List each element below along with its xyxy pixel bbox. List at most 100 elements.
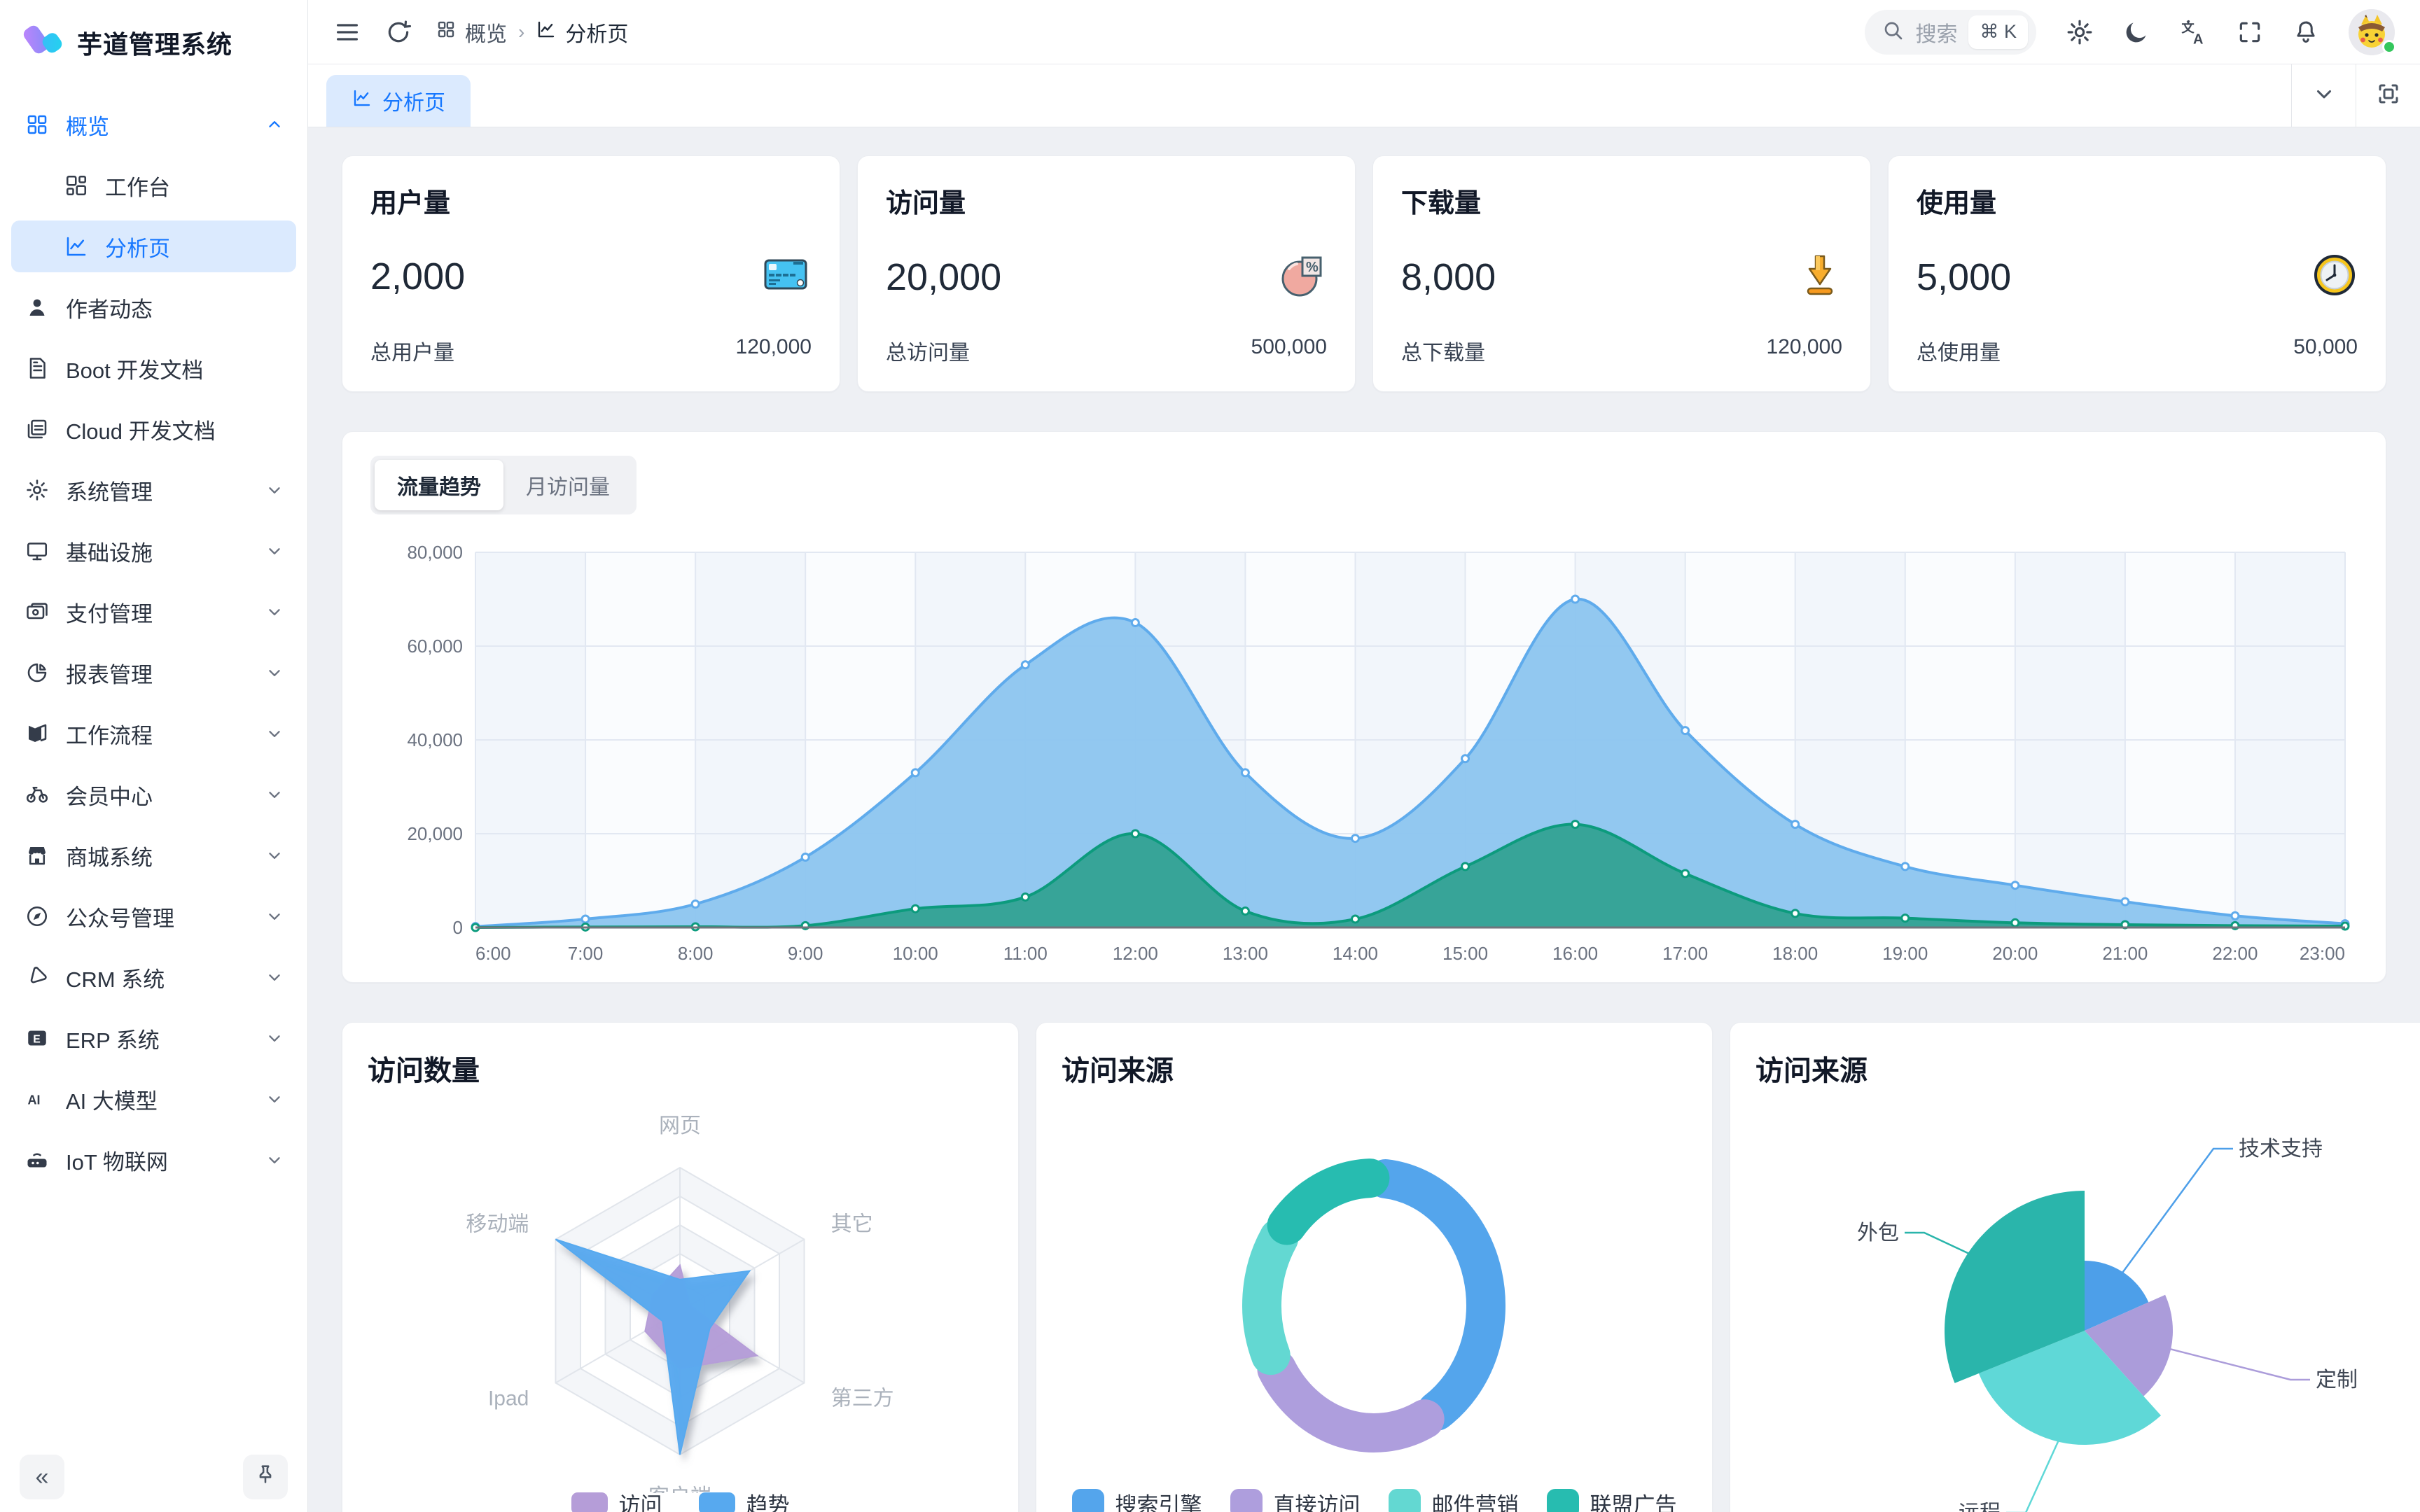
- search-placeholder: 搜索: [1915, 22, 1958, 46]
- radar-legend: 访问 趋势: [342, 1488, 1018, 1512]
- stat-footer-value: 50,000: [2293, 335, 2358, 358]
- tab-monthly-visits[interactable]: 月访问量: [526, 476, 610, 499]
- erp-icon: E: [24, 1026, 50, 1051]
- sidebar-item-workbench[interactable]: 工作台: [11, 160, 296, 211]
- chart-icon: [536, 19, 557, 46]
- sidebar-item-member[interactable]: 会员中心: [11, 769, 296, 820]
- stat-title: 下载量: [1401, 189, 1482, 218]
- svg-text:第三方: 第三方: [831, 1387, 894, 1410]
- breadcrumb-overview[interactable]: 概览: [436, 17, 507, 48]
- legend-item-visit[interactable]: 访问: [571, 1488, 662, 1512]
- svg-text:18:00: 18:00: [1772, 943, 1818, 964]
- sidebar-item-ai[interactable]: AI AI 大模型: [11, 1073, 296, 1125]
- svg-text:外包: 外包: [1857, 1222, 1899, 1245]
- sidebar-item-boot-docs[interactable]: Boot 开发文档: [11, 342, 296, 394]
- chevron-down-icon: [265, 785, 284, 804]
- sidebar-item-cloud-docs[interactable]: Cloud 开发文档: [11, 403, 296, 455]
- chevron-down-icon: [265, 481, 284, 499]
- grid-icon: [436, 19, 457, 46]
- tab-analysis[interactable]: 分析页: [326, 75, 471, 127]
- sidebar-item-label: Cloud 开发文档: [66, 419, 216, 444]
- tab-traffic-trend[interactable]: 流量趋势: [375, 460, 503, 510]
- flag-icon: [24, 721, 50, 746]
- workbench-icon: [63, 173, 90, 198]
- maximize-content-button[interactable]: [2356, 64, 2420, 127]
- play-icon: [24, 965, 50, 990]
- chevron-down-icon: [265, 1151, 284, 1169]
- sidebar-item-label: CRM 系统: [66, 967, 165, 992]
- settings-button[interactable]: [2066, 18, 2094, 46]
- logo-icon: [20, 18, 64, 66]
- card-title: 访问来源: [1755, 1056, 1868, 1086]
- stat-footer-label: 总使用量: [1917, 342, 2001, 365]
- visit-radar-chart: 网页其它第三方客户端 Ipad 移动端: [466, 1114, 894, 1493]
- legend-item-email[interactable]: 邮件营销: [1388, 1488, 1519, 1512]
- sidebar-item-mall[interactable]: 商城系统: [11, 830, 296, 881]
- credit-card-icon: [760, 252, 812, 300]
- sidebar-item-payment[interactable]: 支付管理: [11, 586, 296, 638]
- app-logo[interactable]: 芋道管理系统: [0, 0, 307, 79]
- refresh-button[interactable]: [385, 19, 412, 46]
- stat-value: 5,000: [1917, 255, 2012, 298]
- bike-icon: [24, 782, 50, 807]
- sidebar-item-mp[interactable]: 公众号管理: [11, 890, 296, 942]
- docs-icon: [24, 416, 50, 442]
- pie-icon: [24, 660, 50, 685]
- sidebar-item-workflow[interactable]: 工作流程: [11, 708, 296, 760]
- menu-toggle-button[interactable]: [333, 18, 361, 46]
- sidebar-item-report[interactable]: 报表管理: [11, 647, 296, 699]
- breadcrumb-analysis[interactable]: 分析页: [536, 17, 628, 48]
- user-avatar[interactable]: [2349, 8, 2396, 55]
- visit-source-pie-chart: 技术支持定制远程 外包: [1857, 1138, 2358, 1512]
- fullscreen-button[interactable]: [2237, 19, 2263, 46]
- svg-text:远程: 远程: [1959, 1502, 2001, 1512]
- sidebar-item-author[interactable]: 作者动态: [11, 281, 296, 333]
- svg-text:定制: 定制: [2316, 1368, 2358, 1392]
- svg-text:14:00: 14:00: [1333, 943, 1378, 964]
- sidebar-item-crm[interactable]: CRM 系统: [11, 951, 296, 1003]
- page-content: 用户量 2,000: [308, 127, 2420, 1512]
- sidebar-item-label: ERP 系统: [66, 1028, 160, 1053]
- svg-text:16:00: 16:00: [1552, 943, 1598, 964]
- legend-swatch: [1546, 1488, 1579, 1512]
- stat-footer-value: 120,000: [1766, 335, 1842, 358]
- svg-text:80,000: 80,000: [407, 542, 463, 563]
- sidebar-item-analysis[interactable]: 分析页: [11, 220, 296, 272]
- compass-icon: [24, 904, 50, 929]
- legend-item-direct[interactable]: 直接访问: [1230, 1488, 1361, 1512]
- svg-text:12:00: 12:00: [1113, 943, 1158, 964]
- legend-swatch: [1230, 1488, 1263, 1512]
- doc-icon: [24, 356, 50, 381]
- pin-sidebar-button[interactable]: [243, 1455, 288, 1499]
- card-icon: [24, 599, 50, 624]
- svg-text:%: %: [1306, 260, 1319, 275]
- breadcrumb: 概览 › 分析页: [436, 17, 628, 48]
- legend-swatch: [1388, 1488, 1421, 1512]
- stat-footer-label: 总访问量: [886, 342, 970, 365]
- traffic-trend-card: 流量趋势 月访问量 0 20,000 40,000 60,000 80,000 6:00 7…: [342, 431, 2386, 983]
- tab-list-dropdown-button[interactable]: [2291, 64, 2356, 127]
- collapse-sidebar-button[interactable]: «: [20, 1455, 64, 1499]
- sidebar-item-erp[interactable]: E ERP 系统: [11, 1012, 296, 1064]
- language-button[interactable]: 文 A: [2179, 18, 2207, 46]
- sidebar-item-label: 工作台: [105, 175, 170, 200]
- legend-item-search-engine[interactable]: 搜索引擎: [1071, 1488, 1202, 1512]
- donut-legend: 搜索引擎 直接访问 邮件营销 联盟广告: [1036, 1488, 1712, 1512]
- sidebar-footer: «: [0, 1442, 307, 1512]
- sidebar-item-iot[interactable]: IoT 物联网: [11, 1134, 296, 1186]
- svg-text:AI: AI: [28, 1093, 41, 1107]
- chevron-down-icon: [265, 968, 284, 986]
- search-input[interactable]: 搜索 ⌘ K: [1865, 9, 2036, 55]
- notifications-button[interactable]: [2293, 19, 2319, 46]
- sidebar-item-overview[interactable]: 概览: [11, 99, 296, 150]
- legend-item-alliance-ads[interactable]: 联盟广告: [1546, 1488, 1677, 1512]
- dark-mode-button[interactable]: [2123, 19, 2150, 46]
- sidebar-item-system[interactable]: 系统管理: [11, 464, 296, 516]
- sidebar-item-infra[interactable]: 基础设施: [11, 525, 296, 577]
- sidebar-item-label: 作者动态: [66, 297, 153, 322]
- stat-card-usage: 使用量 5,000 总使用量 50,00: [1888, 155, 2386, 392]
- sidebar-item-label: 分析页: [105, 236, 170, 261]
- breadcrumb-separator: ›: [518, 20, 525, 43]
- legend-item-trend[interactable]: 趋势: [698, 1488, 790, 1512]
- svg-text:E: E: [33, 1034, 41, 1046]
